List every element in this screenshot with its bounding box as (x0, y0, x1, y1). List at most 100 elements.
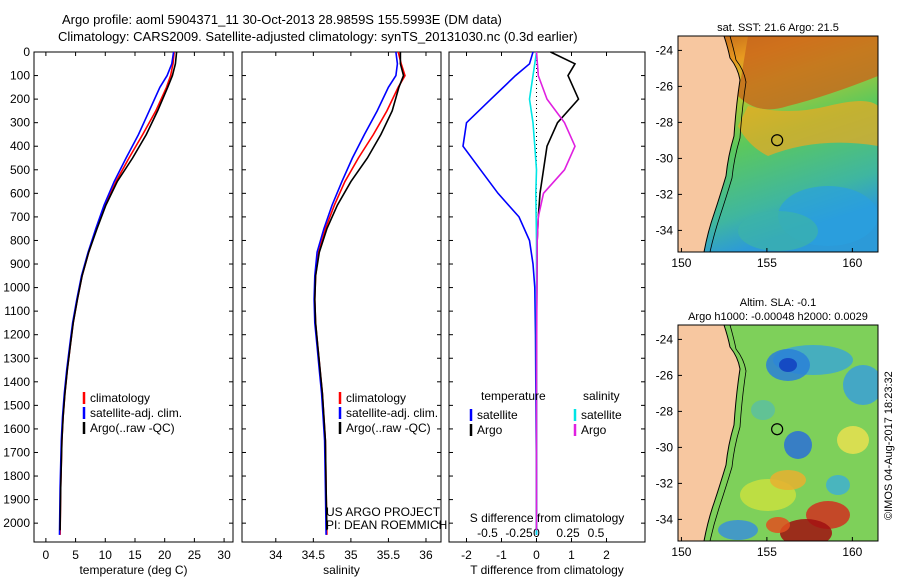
salinity-frame (241, 51, 442, 543)
y-tick-label: 1200 (3, 328, 30, 342)
map-title: sat. SST: 21.6 Argo: 21.5 (717, 22, 839, 34)
shelf-contour (709, 36, 747, 252)
map-y-tick-label: -34 (656, 223, 674, 237)
salinity-panel: 34 34.5 35 35.5 36 salinity climatologysatelli… (241, 51, 447, 577)
s-axis-label: S difference from climatology (470, 511, 625, 525)
x-axis-label: salinity (323, 563, 360, 577)
figure-title-line1: Argo profile: aoml 5904371_11 30-Oct-201… (62, 12, 502, 27)
legend-label: satellite (581, 408, 622, 422)
x-tick-label: 20 (158, 548, 172, 562)
legend-label: climatology (346, 391, 406, 405)
series-s-argo (535, 51, 576, 531)
map-y-tick-label: -30 (656, 151, 674, 165)
y-tick-label: 300 (10, 116, 30, 130)
legend-label: Argo (477, 423, 503, 437)
s-tick-label: 0.5 (588, 526, 605, 540)
profile-location-marker[interactable] (771, 423, 784, 436)
y-tick-label: 1300 (3, 351, 30, 365)
map-frame (677, 35, 879, 253)
y-tick-label: 1000 (3, 281, 30, 295)
y-tick-label: 600 (10, 186, 30, 200)
sla-anomaly (837, 426, 869, 454)
y-tick-label: 1100 (4, 304, 30, 318)
map-frame (677, 324, 879, 542)
x-tick-label: 35 (344, 548, 358, 562)
legend-label: satellite-adj. clim. (90, 406, 182, 420)
sst-mid-region (738, 101, 878, 156)
x-tick-label: 35.5 (377, 548, 401, 562)
sla-anomaly (784, 431, 812, 459)
x-axis-label: T difference from climatology (470, 563, 624, 577)
legend-label: satellite (477, 408, 518, 422)
sst-warm-region (738, 36, 878, 110)
map-y-tick-label: -28 (656, 115, 674, 129)
sla-anomaly (718, 520, 758, 540)
map-y-tick-label: -26 (656, 79, 674, 93)
profile-location-marker[interactable] (771, 134, 784, 147)
map-x-tick-label: 150 (671, 256, 691, 270)
x-tick-label: 15 (128, 548, 142, 562)
map-x-tick-label: 150 (671, 545, 691, 559)
legend-label: Argo(..raw -QC) (90, 421, 175, 435)
land-australia (678, 36, 741, 252)
sla-anomaly (766, 517, 790, 533)
temperature-frame (33, 51, 234, 543)
legend-title-salinity: salinity (583, 389, 620, 403)
difference-panel: -2 -1 0 1 2T difference from climatology S di… (448, 51, 646, 577)
map-y-tick-label: -32 (656, 187, 674, 201)
sla-anomaly (780, 519, 832, 541)
s-tick-label: -0.25 (505, 526, 533, 540)
y-tick-label: 200 (10, 92, 30, 106)
series-argo-raw-qc- (59, 51, 178, 531)
x-tick-label: 5 (72, 548, 79, 562)
project-annotation: US ARGO PROJECT (326, 505, 441, 519)
map-y-tick-label: -34 (656, 512, 674, 526)
map-x-tick-label: 160 (842, 545, 862, 559)
x-tick-label: 36 (419, 548, 433, 562)
sla-anomaly (779, 358, 797, 372)
sla-map: 150 155 160 -24 -26 -28 -30 -32 -34 Altim. SLA: -… (656, 297, 879, 559)
sla-anomaly (826, 475, 850, 495)
y-tick-label: 2000 (3, 516, 30, 530)
map-subtitle: Argo h1000: -0.00048 h2000: 0.0029 (688, 311, 868, 323)
map-y-tick-label: -32 (656, 476, 674, 490)
x-tick-label: 30 (217, 548, 231, 562)
x-tick-label: 10 (99, 548, 113, 562)
y-tick-label: 1600 (3, 422, 30, 436)
x-tick-label: -1 (496, 548, 507, 562)
map-y-tick-label: -28 (656, 404, 674, 418)
shelf-contour (709, 325, 747, 541)
land-australia (678, 325, 741, 541)
map-title: Altim. SLA: -0.1 (740, 297, 816, 309)
x-tick-label: 2 (603, 548, 610, 562)
y-tick-label: 700 (10, 210, 30, 224)
y-tick-label: 1900 (3, 493, 30, 507)
map-y-tick-label: -30 (656, 440, 674, 454)
s-tick-label: -0.5 (477, 526, 498, 540)
map-x-tick-label: 160 (842, 256, 862, 270)
s-tick-label: 0.25 (556, 526, 580, 540)
x-tick-label: 1 (568, 548, 575, 562)
map-y-tick-label: -26 (656, 368, 674, 382)
difference-frame (448, 51, 646, 543)
x-tick-label: 34 (269, 548, 283, 562)
y-tick-label: 1700 (3, 445, 30, 459)
sla-anomaly (770, 470, 806, 490)
y-tick-label: 900 (10, 257, 30, 271)
x-tick-label: -2 (461, 548, 472, 562)
legend-title-temperature: temperature (481, 389, 546, 403)
x-tick-label: 0 (43, 548, 50, 562)
legend-label: climatology (90, 391, 150, 405)
y-tick-label: 1800 (3, 469, 30, 483)
x-axis-label: temperature (deg C) (79, 563, 187, 577)
y-tick-label: 100 (10, 69, 30, 83)
x-tick-label: 34.5 (302, 548, 326, 562)
map-x-tick-label: 155 (757, 545, 777, 559)
figure-title-line2: Climatology: CARS2009. Satellite-adjuste… (58, 29, 578, 44)
y-tick-label: 800 (10, 233, 30, 247)
project-annotation: PI: DEAN ROEMMICH (326, 518, 447, 532)
x-tick-label: 25 (188, 548, 202, 562)
temperature-panel: 0 100 200 300 400 500 600 700 800 900 1000 1100 1200… (3, 45, 234, 577)
y-tick-label: 500 (10, 163, 30, 177)
y-tick-label: 400 (10, 139, 30, 153)
